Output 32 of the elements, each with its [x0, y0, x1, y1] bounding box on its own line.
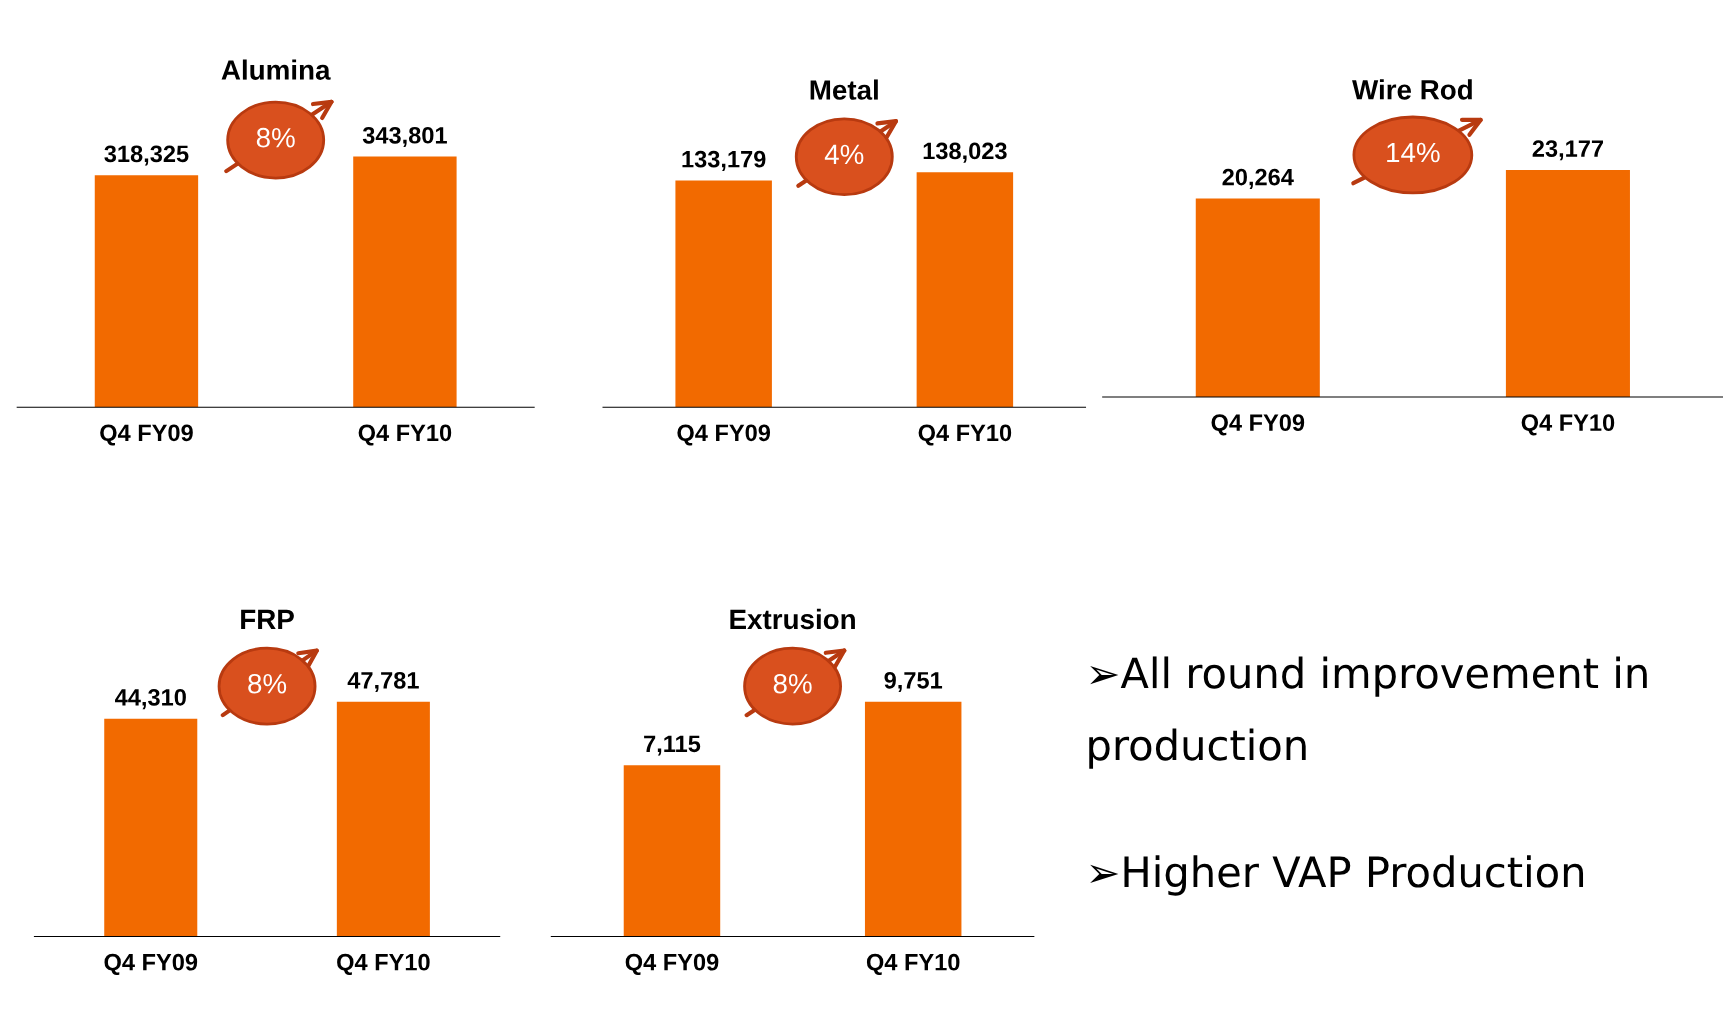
chart-title: Alumina	[221, 59, 331, 80]
x-tick-label: Q4 FY09	[1211, 414, 1305, 436]
chart-title: Extrusion	[730, 608, 855, 630]
text: 14%	[1387, 142, 1440, 163]
x-tick-label: Q4 FY09	[100, 424, 193, 446]
text: 8%	[773, 673, 812, 694]
x-tick-label: Q4 FY10	[1521, 414, 1615, 436]
data-label: 9,751	[884, 671, 943, 693]
data-label: 20,264	[1222, 168, 1294, 189]
text: ➢Higher VAP Production	[1090, 855, 1584, 896]
text: 8%	[256, 127, 295, 148]
data-label: 47,781	[347, 671, 419, 693]
data-label: 7,115	[644, 735, 701, 756]
text: ➢All round improvement in production	[1089, 656, 1647, 769]
data-label: 138,023	[923, 142, 1007, 163]
data-label: 44,310	[115, 688, 186, 710]
x-tick-label: Q4 FY10	[337, 953, 430, 975]
x-tick-label: Q4 FY10	[866, 953, 960, 975]
text: 8%	[248, 673, 287, 694]
data-label: 318,325	[104, 145, 189, 166]
data-label: 343,801	[362, 126, 447, 148]
text: 4%	[824, 144, 864, 165]
x-tick-label: Q4 FY10	[358, 424, 452, 446]
x-tick-label: Q4 FY09	[625, 953, 719, 975]
x-tick-label: Q4 FY10	[918, 424, 1012, 446]
data-label: 23,177	[1532, 140, 1603, 161]
data-label: 133,179	[682, 150, 766, 171]
chart-title: FRP	[241, 609, 294, 629]
chart-title: Metal	[810, 79, 878, 100]
x-tick-label: Q4 FY09	[677, 424, 771, 446]
chart-title: Wire Rod	[1352, 79, 1472, 100]
x-tick-label: Q4 FY09	[104, 953, 198, 975]
